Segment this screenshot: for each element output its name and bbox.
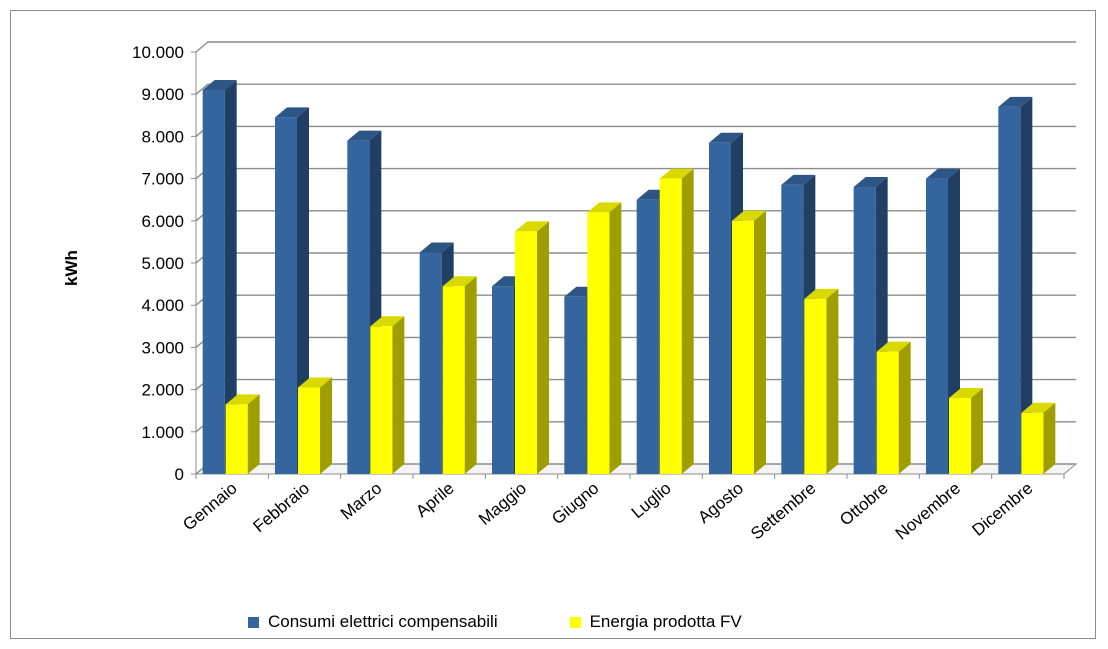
- y-tick-label: 2.000: [141, 381, 184, 400]
- bar-energia-top: [949, 388, 983, 399]
- bar-energia-top: [876, 341, 911, 352]
- bar-energia: [876, 351, 899, 474]
- bar-energia-side: [971, 388, 983, 474]
- x-tick-label: Novembre: [892, 479, 964, 544]
- bar-energia-side: [754, 210, 766, 475]
- bar-energia: [442, 286, 465, 474]
- bar-energia-side: [898, 341, 911, 474]
- bar-energia-side: [247, 394, 260, 474]
- bar-energia: [515, 231, 537, 474]
- bar-energia-side: [681, 168, 694, 474]
- legend-item-consumi: Consumi elettrici compensabili: [248, 612, 498, 632]
- legend-swatch-consumi: [248, 616, 259, 628]
- bar-energia-top: [804, 288, 839, 299]
- bar-energia: [370, 326, 393, 474]
- bar-consumi-top: [347, 130, 382, 141]
- bar-consumi-side: [224, 79, 237, 474]
- bar-energia-top: [298, 377, 332, 388]
- bar-consumi-top: [419, 242, 454, 253]
- legend-swatch-energia: [569, 616, 581, 628]
- x-tick-label: Giugno: [548, 479, 602, 529]
- y-tick-label: 1.000: [141, 423, 184, 442]
- bar-consumi: [709, 142, 731, 475]
- bar-consumi: [492, 286, 514, 474]
- bar-consumi-top: [202, 79, 237, 90]
- bar-consumi: [275, 117, 297, 474]
- y-tick-label: 8.000: [141, 127, 184, 146]
- legend-item-energia: Energia prodotta FV: [569, 612, 742, 632]
- bar-consumi-top: [853, 177, 888, 188]
- x-tick-label: Luglio: [628, 479, 675, 523]
- bar-consumi: [998, 106, 1021, 475]
- bar-consumi-top: [709, 132, 743, 143]
- bar-consumi: [853, 187, 876, 475]
- legend-label-consumi: Consumi elettrici compensabili: [268, 612, 498, 631]
- bar-energia-top: [515, 221, 549, 232]
- bar-energia-top: [659, 168, 694, 179]
- bar-energia-side: [826, 288, 839, 474]
- x-tick-label: Agosto: [694, 479, 747, 528]
- bar-consumi: [926, 178, 948, 474]
- y-tick-label: 3.000: [141, 338, 184, 357]
- y-tick-label: 7.000: [141, 170, 184, 189]
- bar-energia-side: [320, 377, 332, 474]
- bar-energia: [1021, 412, 1044, 474]
- legend: Consumi elettrici compensabili Energia p…: [248, 612, 814, 632]
- bar-consumi-top: [275, 107, 309, 118]
- bar-energia-top: [370, 316, 405, 327]
- bar-consumi: [636, 199, 659, 474]
- bar-energia-side: [392, 316, 405, 474]
- x-tick-label: Maggio: [475, 479, 530, 529]
- x-tick-label: Dicembre: [968, 479, 1036, 540]
- bar-energia-side: [464, 276, 477, 474]
- y-tick-label: 0: [175, 465, 184, 484]
- bar-consumi: [419, 252, 442, 474]
- y-tick-label: 9.000: [141, 85, 184, 104]
- x-tick-label: Settembre: [747, 479, 819, 544]
- bar-energia: [732, 220, 754, 474]
- bar-energia: [225, 404, 248, 474]
- bar-energia: [659, 178, 682, 474]
- bar-energia-top: [732, 210, 766, 221]
- bar-consumi-top: [998, 96, 1033, 107]
- x-tick-label: Aprile: [412, 479, 458, 521]
- y-tick-label: 5.000: [141, 254, 184, 273]
- bar-energia-top: [225, 394, 260, 405]
- bar-energia: [804, 298, 827, 474]
- bar-energia: [587, 212, 610, 475]
- y-tick-label: 10.000: [132, 43, 184, 62]
- gridline: [195, 83, 1076, 95]
- bar-consumi-top: [926, 168, 960, 179]
- bar-energia: [949, 398, 971, 474]
- bar-energia: [298, 387, 320, 474]
- y-axis-label: kWh: [62, 250, 81, 286]
- bar-energia-top: [442, 276, 477, 287]
- bar-energia-side: [537, 221, 549, 474]
- bar-consumi: [781, 184, 804, 474]
- bar-energia-top: [1021, 402, 1056, 413]
- bar-consumi: [202, 89, 225, 474]
- x-tick-label: Febbraio: [249, 479, 313, 537]
- bar-energia-side: [1043, 402, 1056, 474]
- gridline: [195, 41, 1076, 53]
- y-tick-label: 4.000: [141, 296, 184, 315]
- bar-consumi-side: [1020, 96, 1033, 475]
- bar-consumi: [564, 296, 587, 474]
- x-tick-label: Marzo: [337, 479, 385, 524]
- bar-consumi: [347, 140, 370, 474]
- bar-energia-top: [587, 202, 622, 213]
- bar-consumi-top: [781, 174, 816, 185]
- legend-label-energia: Energia prodotta FV: [589, 612, 742, 631]
- y-tick-label: 6.000: [141, 212, 184, 231]
- x-tick-label: Ottobre: [836, 479, 892, 530]
- bar-energia-side: [609, 202, 622, 475]
- x-tick-label: Gennaio: [179, 479, 240, 535]
